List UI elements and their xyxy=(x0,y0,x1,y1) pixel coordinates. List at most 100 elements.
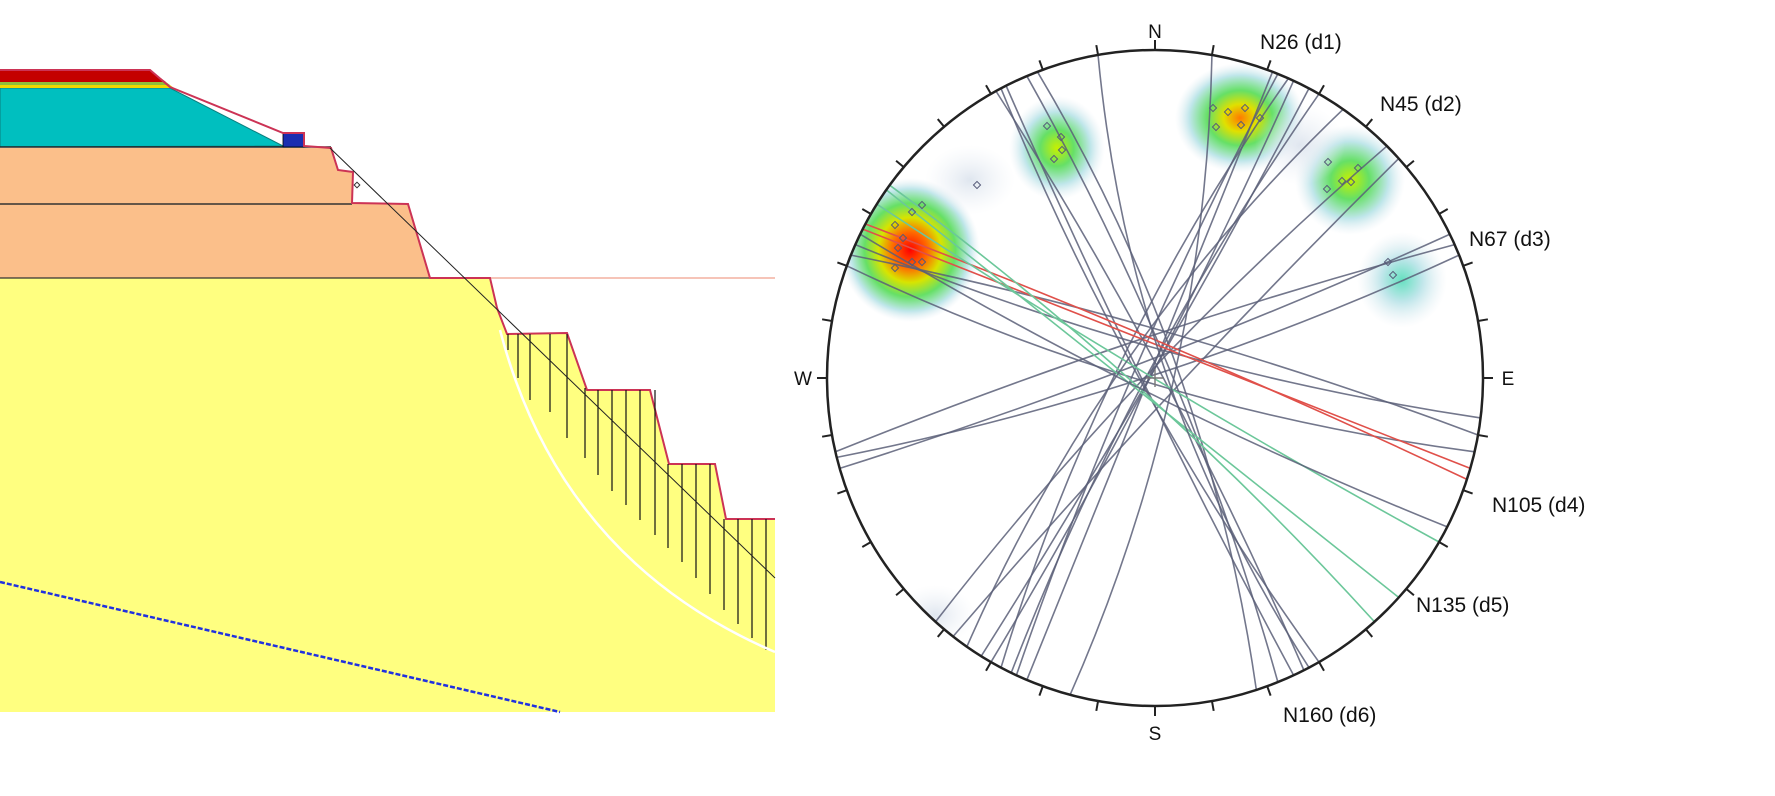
cyan-fill-layer xyxy=(0,87,284,148)
pole-marker xyxy=(1353,163,1363,173)
top-red-layer xyxy=(0,70,166,82)
great-circle-arc xyxy=(859,233,1448,528)
azimuth-tick xyxy=(1318,84,1325,95)
great-circle-arc xyxy=(934,145,1388,623)
slip-surface xyxy=(498,329,776,654)
great-circle-arc xyxy=(1069,54,1213,696)
top-green-stripe xyxy=(0,82,170,85)
density-contours xyxy=(840,63,1447,645)
pole-marker xyxy=(917,257,927,267)
slope-outline xyxy=(0,69,775,520)
center-cross xyxy=(1146,369,1164,387)
great-circle-arc xyxy=(1026,75,1279,683)
azimuth-tick xyxy=(1266,60,1272,71)
azimuth-tick xyxy=(861,541,872,548)
top-yellow-stripe xyxy=(0,85,174,88)
azimuth-tick xyxy=(821,433,833,438)
azimuth-tick xyxy=(1462,489,1473,495)
support-block xyxy=(282,132,305,148)
azimuth-tick xyxy=(1095,44,1100,56)
pole-marker xyxy=(1208,103,1218,113)
azimuth-tick xyxy=(1266,685,1272,696)
azimuth-tick xyxy=(1365,628,1374,638)
pole-marker xyxy=(1323,157,1333,167)
great-circle-arc xyxy=(850,254,1479,436)
great-circle-arc xyxy=(1097,54,1310,669)
azimuth-tick xyxy=(1462,261,1473,267)
pole-marker xyxy=(1255,113,1265,123)
south-label: S xyxy=(1149,724,1162,745)
joint-label-d3: N67 (d3) xyxy=(1469,228,1551,251)
azimuth-tick xyxy=(1318,661,1325,672)
pole-marker xyxy=(1049,154,1059,164)
bedrock-layer xyxy=(0,278,775,712)
azimuth-tick xyxy=(1405,588,1415,597)
azimuth-tick xyxy=(1405,159,1415,168)
pole-marker xyxy=(1042,121,1052,131)
joint-label-d4: N105 (d4) xyxy=(1492,494,1585,517)
great-circle-arc xyxy=(839,233,1451,470)
pole-marker xyxy=(1057,145,1067,155)
great-circle-arc xyxy=(865,223,1468,481)
joint-label-d1: N26 (d1) xyxy=(1260,31,1342,54)
pole-marker xyxy=(898,233,908,243)
pole-marker xyxy=(1346,177,1356,187)
north-label: N xyxy=(1148,22,1162,43)
east-label: E xyxy=(1502,369,1515,390)
great-circle-arc xyxy=(1036,71,1258,691)
pole-marker xyxy=(1388,270,1398,280)
great-circles xyxy=(835,54,1481,696)
pole-marker xyxy=(1056,132,1066,142)
azimuth-tick xyxy=(861,208,872,215)
upper-orange-layer xyxy=(0,148,430,278)
great-circle-arc xyxy=(1015,73,1279,676)
pole-marker xyxy=(1322,184,1332,194)
pole-marker xyxy=(972,180,982,190)
azimuth-tick xyxy=(1095,700,1100,712)
great-circle-arc xyxy=(1005,85,1295,676)
azimuth-tick xyxy=(895,159,905,168)
azimuth-tick xyxy=(837,489,848,495)
pole-marker xyxy=(890,220,900,230)
joint-label-d2: N45 (d2) xyxy=(1380,93,1462,116)
great-circle-arc xyxy=(966,108,1344,648)
azimuth-tick xyxy=(1477,318,1489,323)
azimuth-tick xyxy=(1365,118,1374,128)
pole-marker xyxy=(1383,257,1393,267)
great-circle-arc xyxy=(885,189,1400,599)
pole-marker xyxy=(907,257,917,267)
pole-marker xyxy=(1223,107,1233,117)
pole-marker xyxy=(917,200,927,210)
great-circle-arc xyxy=(836,254,1460,459)
azimuth-tick xyxy=(985,84,992,95)
stereonet: N S E W N26 (d1) N45 (d2) N67 (d3) N105 … xyxy=(794,22,1585,745)
azimuth-tick xyxy=(821,318,833,323)
west-label: W xyxy=(794,369,812,390)
joint-label-d5: N135 (d5) xyxy=(1416,594,1509,617)
pole-marker xyxy=(1337,176,1347,186)
great-circle-arc xyxy=(889,184,1376,623)
azimuth-tick xyxy=(1438,208,1449,215)
pole-markers xyxy=(890,103,1398,280)
point-marker xyxy=(353,181,361,189)
azimuth-tick xyxy=(936,118,945,128)
pole-marker xyxy=(893,243,903,253)
azimuth-tick xyxy=(1477,433,1489,438)
great-circle-arc xyxy=(846,265,1475,453)
azimuth-ticks xyxy=(817,40,1493,716)
slope-cross-section xyxy=(0,69,776,714)
great-circle-arc xyxy=(862,228,1471,470)
azimuth-tick xyxy=(985,661,992,672)
joint-label-d6: N160 (d6) xyxy=(1283,704,1376,727)
pole-marker xyxy=(1240,103,1250,113)
great-circle-arc xyxy=(995,90,1305,671)
slice-lines xyxy=(507,334,767,650)
azimuth-tick xyxy=(1038,60,1044,71)
azimuth-tick xyxy=(1210,44,1215,56)
pole-marker xyxy=(907,207,917,217)
azimuth-tick xyxy=(895,588,905,597)
pole-marker xyxy=(890,263,900,273)
pole-marker xyxy=(1236,120,1246,130)
pole-marker xyxy=(1211,122,1221,132)
